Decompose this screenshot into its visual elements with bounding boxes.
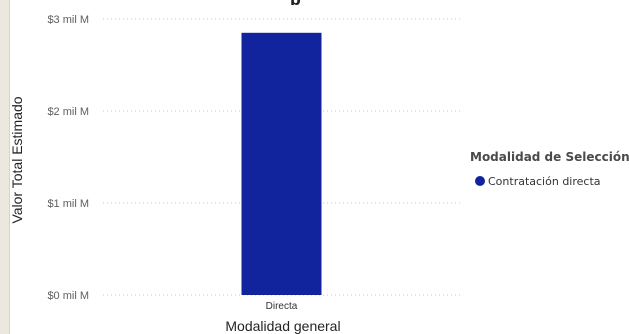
y-axis-label: Valor Total Estimado [9, 96, 25, 223]
bars [241, 32, 322, 296]
x-axis-label: Modalidad general [225, 318, 340, 334]
legend-dot-icon [475, 176, 485, 186]
y-tick-label: $0 mil M [47, 290, 89, 302]
y-tick-label: $1 mil M [47, 198, 89, 210]
panel-edge-strip [0, 0, 10, 334]
chart-title-fragment: p [290, 0, 350, 5]
bar [241, 32, 322, 296]
x-tick-label: Directa [266, 301, 298, 312]
legend-label: Contratación directa [488, 174, 601, 188]
x-axis-ticks: Directa [266, 301, 298, 312]
y-tick-label: $3 mil M [47, 14, 89, 26]
y-axis-ticks: $0 mil M $1 mil M $2 mil M $3 mil M [47, 14, 89, 302]
legend-item[interactable]: Contratación directa [475, 173, 601, 189]
y-tick-label: $2 mil M [47, 106, 89, 118]
legend-title: Modalidad de Selección [470, 150, 629, 164]
